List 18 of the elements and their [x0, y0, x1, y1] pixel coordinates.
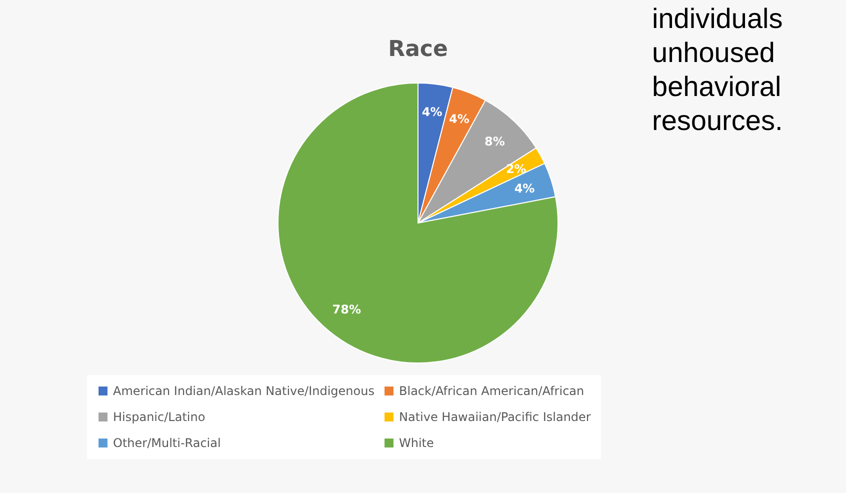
data-label: 2%	[506, 162, 526, 176]
data-label: 78%	[332, 302, 361, 316]
data-label: 4%	[422, 104, 442, 119]
legend-label: Other/Multi-Racial	[113, 436, 221, 450]
data-label: 4%	[449, 112, 470, 126]
text: resources.	[652, 104, 783, 138]
data-label: 8%	[484, 134, 505, 148]
legend-label: Black/African American/African	[399, 384, 584, 398]
text: individuals	[652, 2, 783, 36]
pie-slice	[278, 82, 558, 364]
legend-label: Native Hawaiian/Pacific Islander	[399, 410, 591, 424]
legend-label: American Indian/Alaskan Native/Indigenous	[113, 384, 374, 398]
chart-title: Race	[388, 37, 448, 62]
legend-label: White	[399, 436, 434, 450]
data-label: 4%	[514, 181, 535, 196]
text: behavioral	[652, 70, 782, 104]
legend-label: Hispanic/Latino	[113, 410, 206, 424]
text: unhoused	[652, 36, 776, 70]
